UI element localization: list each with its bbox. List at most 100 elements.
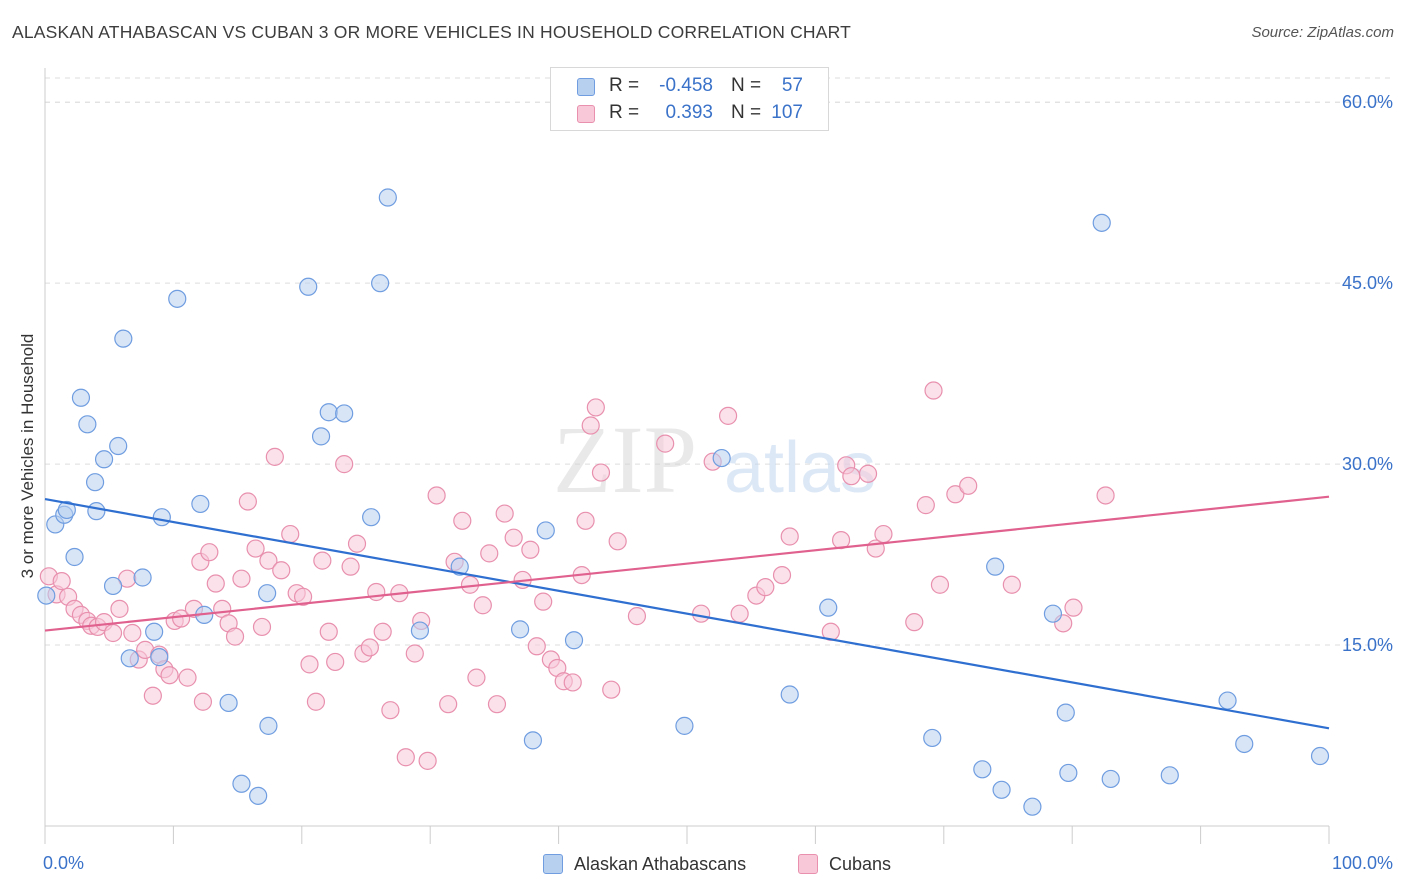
athabascan-point (712, 448, 731, 468)
cuban-point (504, 528, 523, 547)
athabascan-point (675, 716, 694, 735)
cuban-point (143, 686, 162, 705)
cuban-point (103, 623, 123, 643)
cuban-point (313, 551, 332, 570)
athabascan-point (1023, 797, 1042, 816)
cuban-point (924, 381, 943, 400)
athabascan-point (1235, 734, 1254, 754)
y-axis-label: 3 or more Vehicles in Household (18, 333, 37, 579)
cuban-point (381, 701, 400, 720)
cuban-point (467, 668, 486, 687)
cuban-point (591, 463, 611, 482)
x-tick-label: 100.0% (1332, 853, 1393, 873)
cubans-points (39, 381, 1115, 770)
athabascan-point (371, 274, 390, 293)
athabascan-point (259, 716, 278, 735)
cuban-point (160, 666, 179, 685)
cuban-point (367, 582, 386, 602)
pink-swatch (577, 105, 595, 123)
cuban-point (842, 467, 861, 486)
cuban-point (916, 496, 935, 515)
athabascan-point (1056, 703, 1075, 722)
cuban-point (480, 544, 499, 563)
y-tick-label: 30.0% (1342, 454, 1393, 474)
athabascan-point (57, 500, 76, 520)
cuban-point (439, 695, 458, 714)
athabascan-point (335, 404, 354, 423)
n-value: 107 (771, 102, 803, 123)
cuban-point (259, 551, 278, 570)
n-value: 57 (781, 75, 803, 96)
cuban-point (772, 565, 792, 585)
n-label: N = (731, 102, 762, 123)
athabascan-point (299, 277, 318, 296)
athabascan-point (94, 450, 114, 469)
cuban-point (396, 748, 415, 767)
cuban-point (272, 561, 291, 580)
cuban-point (487, 695, 507, 714)
athabascan-point (986, 557, 1005, 576)
legend-row-athabascan: R = -0.458 N = 57 (551, 72, 828, 100)
cuban-point (335, 455, 354, 474)
cuban-point (238, 492, 257, 511)
cuban-point (602, 680, 621, 699)
athabascan-point (191, 494, 210, 514)
athabascan-point (1059, 763, 1078, 783)
chart-title: ALASKAN ATHABASCAN VS CUBAN 3 OR MORE VE… (12, 22, 852, 42)
athabascan-point (168, 289, 187, 308)
cuban-point (563, 673, 582, 692)
cuban-point (326, 652, 345, 672)
athabascan-trend-line (44, 498, 1330, 730)
cuban-point (193, 692, 213, 711)
athabascan-point (992, 780, 1011, 799)
athabascan-point (1092, 213, 1111, 232)
cuban-point (521, 540, 540, 559)
cuban-point (473, 596, 492, 615)
athabascan-point (258, 584, 277, 603)
cuban-point (373, 622, 392, 641)
athabascan-point (219, 693, 238, 713)
cuban-point (265, 447, 284, 466)
cuban-point (347, 534, 367, 553)
cuban-point (656, 434, 675, 453)
cuban-point (453, 511, 472, 530)
athabascan-point (78, 415, 97, 434)
athabascan-point (145, 622, 164, 641)
cuban-point (427, 486, 446, 505)
cuban-point (123, 623, 142, 643)
athabascan-point (410, 621, 430, 640)
cuban-point (52, 572, 71, 591)
cuban-point (692, 604, 711, 623)
cuban-point (534, 592, 553, 611)
athabascan-point (120, 649, 139, 668)
cuban-point (930, 575, 950, 594)
athabascan-point (85, 473, 105, 492)
athabascan-point (362, 508, 381, 527)
athabascan-point (1310, 746, 1330, 766)
cuban-point (319, 622, 338, 641)
athabascan-point (319, 403, 338, 422)
cuban-point (1064, 598, 1083, 617)
r-value: 0.393 (665, 102, 713, 123)
athabascan-point (103, 576, 123, 596)
cuban-point (300, 655, 319, 674)
athabascan-point (37, 586, 56, 605)
athabascan-point (71, 388, 91, 407)
cuban-point (527, 637, 546, 656)
athabascan-point (249, 786, 268, 805)
athabascan-point (923, 728, 942, 748)
r-label: R = (609, 75, 640, 96)
y-tick-label: 15.0% (1342, 635, 1393, 655)
athabascan-point (133, 568, 152, 587)
blue-swatch (543, 854, 563, 874)
cuban-trend-line (44, 495, 1330, 632)
cuban-point (608, 532, 627, 551)
cuban-point (858, 464, 878, 483)
athabascan-point (109, 436, 128, 456)
cuban-point (281, 524, 300, 544)
athabascan-point (87, 502, 106, 521)
cuban-point (341, 557, 360, 576)
r-label: R = (609, 102, 640, 123)
cuban-point (586, 398, 605, 417)
cuban-point (306, 692, 326, 711)
